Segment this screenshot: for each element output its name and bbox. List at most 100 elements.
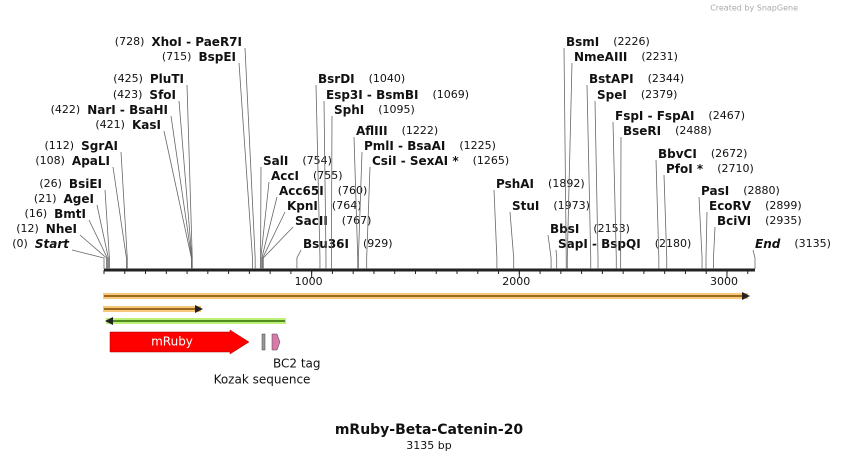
site-position: (423) <box>113 88 143 101</box>
site-position: (1973) <box>553 199 590 212</box>
ruler-label: 2000 <box>502 275 530 288</box>
site-position: (108) <box>35 154 65 167</box>
site-label: PasI (2880) <box>701 184 780 198</box>
site-name: XhoI - PaeR7I <box>151 35 242 49</box>
leader-line <box>494 190 497 269</box>
site-name: Start <box>35 237 70 251</box>
site-name: KpnI <box>287 199 318 213</box>
feature-label: BC2 tag <box>273 357 321 371</box>
site-label: NmeAIII(2231) <box>574 50 678 64</box>
site-label: SalI (754) <box>263 154 332 168</box>
site-name: PshAI <box>496 177 534 191</box>
site-label: End (3135) <box>755 237 831 251</box>
site-name: Acc65I <box>279 184 324 198</box>
site-position: (2153) <box>593 222 630 235</box>
site-name: End <box>755 237 781 251</box>
site-position: (1095) <box>378 103 415 116</box>
site-position: (2379) <box>641 88 678 101</box>
site-position: (1265) <box>473 154 510 167</box>
leader-line <box>113 167 126 269</box>
site-name: BstAPI <box>589 72 634 86</box>
leader-line <box>664 175 667 269</box>
site-name: BbsI <box>550 222 579 236</box>
site-label: PfoI * (2710) <box>666 162 754 176</box>
site-position: (2710) <box>717 162 754 175</box>
site-label: (26)BsiEI <box>39 177 102 191</box>
site-name: SgrAI <box>81 139 118 153</box>
site-name: SfoI <box>149 88 176 102</box>
site-name: BmtI <box>54 207 86 221</box>
site-label: PmlI - BsaAI(1225) <box>364 139 496 153</box>
site-label: (108)ApaLI <box>35 154 110 168</box>
feature-label: Kozak sequence <box>214 373 311 387</box>
site-name: NheI <box>46 222 77 236</box>
leader-line <box>121 152 127 269</box>
leader-line <box>297 250 301 269</box>
site-label: (16) BmtI <box>25 207 86 221</box>
site-name: CsiI - SexAI * <box>372 154 459 168</box>
site-label: PshAI(1892) <box>496 177 585 191</box>
site-name: NarI - BsaHI <box>87 103 168 117</box>
site-label: BseRI(2488) <box>623 124 712 138</box>
site-label: (21)AgeI <box>34 192 94 206</box>
leader-line <box>699 197 702 269</box>
site-label: (422) NarI - BsaHI <box>51 103 168 117</box>
site-label: CsiI - SexAI * (1265) <box>372 154 509 168</box>
site-position: (2488) <box>675 124 712 137</box>
site-position: (425) <box>113 72 143 85</box>
site-position: (2226) <box>613 35 650 48</box>
site-name: PfoI * <box>666 162 704 176</box>
site-name: BsiEI <box>69 177 102 191</box>
leader-line <box>656 160 659 269</box>
site-position: (2344) <box>648 72 685 85</box>
feature-label: mRuby <box>151 335 193 349</box>
site-position: (1222) <box>402 124 439 137</box>
site-label: SapI - BspQI(2180) <box>558 237 691 251</box>
site-label: BbvCI (2672) <box>658 147 747 161</box>
site-label: (421)KasI <box>95 118 161 132</box>
site-label: BsmI(2226) <box>566 35 650 49</box>
site-position: (2880) <box>743 184 780 197</box>
site-label: FspI - FspAI(2467) <box>615 109 745 123</box>
site-position: (2672) <box>711 147 748 160</box>
site-label: BstAPI (2344) <box>589 72 684 86</box>
site-position: (21) <box>34 192 57 205</box>
leader-line <box>72 250 104 269</box>
leader-line <box>245 48 255 269</box>
site-position: (422) <box>51 103 81 116</box>
site-label: (715)BspEI <box>162 50 236 64</box>
feature-bc2 <box>272 334 280 350</box>
site-name: BciVI <box>717 214 751 228</box>
site-name: PluTI <box>150 72 184 86</box>
site-position: (2899) <box>765 199 802 212</box>
site-name: SacII <box>295 214 328 228</box>
site-name: SpeI <box>597 88 627 102</box>
site-position: (764) <box>332 199 362 212</box>
site-position: (3135) <box>794 237 831 250</box>
site-position: (2231) <box>641 50 678 63</box>
site-label: StuI(1973) <box>512 199 590 213</box>
feature-kozak <box>262 334 265 350</box>
leader-line <box>753 250 755 269</box>
site-name: BspEI <box>198 50 236 64</box>
ruler-label: 1000 <box>295 275 323 288</box>
site-name: AflIII <box>356 124 388 138</box>
site-name: PasI <box>701 184 729 198</box>
site-name: BbvCI <box>658 147 697 161</box>
leader-line <box>556 250 557 269</box>
site-name: BsrDI <box>318 72 355 86</box>
site-name: AccI <box>271 169 299 183</box>
site-position: (2180) <box>655 237 692 250</box>
site-position: (16) <box>25 207 48 220</box>
site-position: (755) <box>313 169 343 182</box>
site-position: (0) <box>12 237 28 250</box>
site-name: EcoRV <box>709 199 752 213</box>
site-label: (0) Start <box>12 237 70 251</box>
site-position: (421) <box>95 118 125 131</box>
site-label: (112)SgrAI <box>45 139 119 153</box>
site-label: (425) PluTI <box>113 72 184 86</box>
site-name: SalI <box>263 154 288 168</box>
site-label: AflIII (1222) <box>356 124 438 138</box>
site-position: (754) <box>302 154 332 167</box>
